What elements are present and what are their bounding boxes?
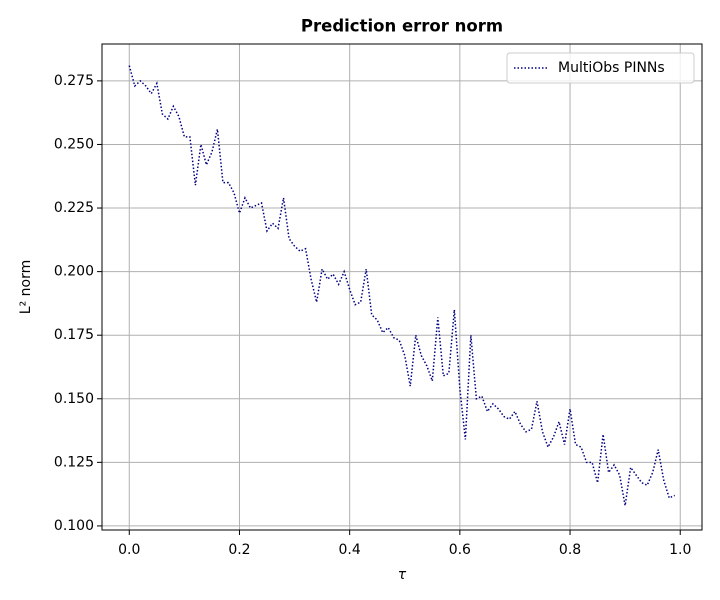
x-tick-label: 1.0 [669,542,691,558]
x-tick-label: 0.6 [449,542,471,558]
x-tick-label: 0.0 [118,542,140,558]
x-tick-label: 0.8 [559,542,581,558]
y-tick-label: 0.125 [54,454,94,470]
x-axis-label: τ [398,567,407,583]
y-tick-label: 0.175 [54,327,94,343]
y-tick-label: 0.275 [54,73,94,89]
y-axis-label: L² norm [18,260,34,314]
plot-frame [101,43,703,531]
legend-label: MultiObs PINNs [558,60,665,76]
x-tick-label: 0.2 [228,542,250,558]
y-tick-label: 0.250 [54,136,94,152]
chart-title: Prediction error norm [301,17,503,36]
y-tick-label: 0.225 [54,200,94,216]
y-tick-label: 0.200 [54,264,94,280]
legend-box [506,52,695,84]
y-tick-label: 0.150 [54,391,94,407]
y-tick-label: 0.100 [54,518,94,534]
x-tick-label: 0.4 [339,542,361,558]
data-line [128,65,676,506]
